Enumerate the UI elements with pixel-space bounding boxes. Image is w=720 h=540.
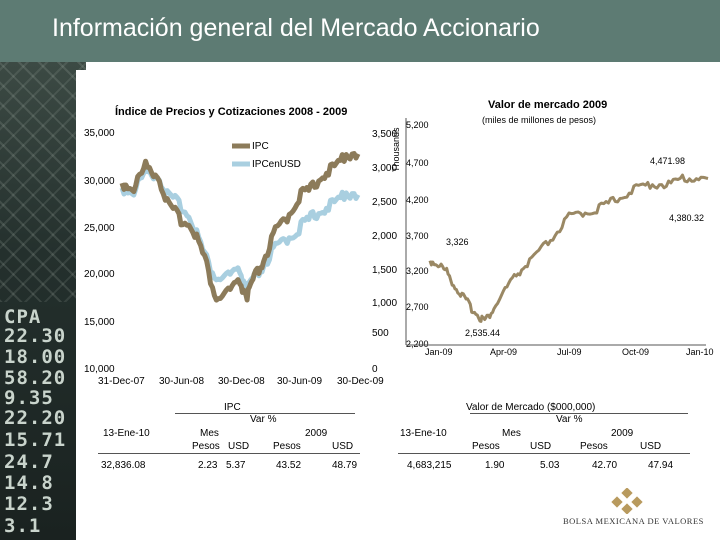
y-left-tick: 15,000 xyxy=(84,317,115,328)
mv-x-tick: Jul-09 xyxy=(557,347,582,357)
ipc-table-title: IPC xyxy=(224,402,241,413)
mv-value: 4,683,215 xyxy=(407,460,452,471)
mv-table-rule xyxy=(398,453,690,454)
ticker-text: 18.00 xyxy=(4,346,67,368)
ipc-cell: 2.23 xyxy=(198,460,218,471)
annotation-label: 3,326 xyxy=(446,237,469,247)
ipc-col-year: 2009 xyxy=(305,428,328,439)
mv-cell: 5.03 xyxy=(540,460,560,471)
mv-subcol: USD xyxy=(640,441,662,452)
ipc-subcol: Pesos xyxy=(192,441,220,452)
mv-y-tick: 3,700 xyxy=(406,231,429,241)
y-left-tick: 30,000 xyxy=(84,176,115,187)
mv-x-tick: Oct-09 xyxy=(622,347,650,357)
ipc-col-mes: Mes xyxy=(200,428,219,439)
mv-subcol: Pesos xyxy=(580,441,608,452)
mv-table-group: Var % xyxy=(556,414,583,425)
ticker-text: 14.8 xyxy=(4,472,54,494)
bmv-logo-icon xyxy=(611,488,643,514)
ticker-text: 22.30 xyxy=(4,325,67,347)
mv-cell: 1.90 xyxy=(485,460,505,471)
x-tick: 30-Dec-09 xyxy=(337,376,384,387)
ticker-text: 12.3 xyxy=(4,493,54,515)
mv-table-rule xyxy=(470,413,688,414)
ipc-subcol: USD xyxy=(332,441,354,452)
ipc-row-label: 13-Ene-10 xyxy=(103,428,150,439)
title-banner: Información general del Mercado Accionar… xyxy=(0,0,720,62)
mv-x-tick: Jan-09 xyxy=(425,347,453,357)
y-right-tick: 2,500 xyxy=(372,197,398,208)
y-right-tick: 500 xyxy=(372,328,389,339)
y-left-tick: 35,000 xyxy=(84,128,115,139)
bmv-logo-text: BOLSA MEXICANA DE VALORES xyxy=(563,516,704,526)
ipc-value: 32,836.08 xyxy=(101,460,146,471)
y-right-tick: 1,500 xyxy=(372,265,398,276)
annotation-label: 4,380.32 xyxy=(669,213,705,223)
market-value-title: Valor de mercado 2009 xyxy=(488,99,608,111)
mv-cell: 47.94 xyxy=(648,460,674,471)
ipc-subcol: USD xyxy=(228,441,250,452)
annotation-label: 2,535.44 xyxy=(465,328,501,338)
ticker-text: 22.20 xyxy=(4,407,67,429)
mv-y-tick: 2,700 xyxy=(406,302,429,312)
legend-ipcusd-label: IPCenUSD xyxy=(252,159,301,170)
ipc-table-group: Var % xyxy=(250,414,277,425)
mv-y-tick: 2,200 xyxy=(406,339,429,349)
ticker-text: 24.7 xyxy=(4,451,54,473)
mv-subcol: USD xyxy=(530,441,552,452)
market-value-subtitle: (miles de millones de pesos) xyxy=(482,115,597,125)
mv-y-tick: 4,700 xyxy=(406,158,429,168)
mv-table-title: Valor de Mercado ($000,000) xyxy=(466,402,596,413)
y-right-tick: 3,500 xyxy=(372,129,398,140)
x-tick: 30-Jun-09 xyxy=(277,376,323,387)
annotation-label: 4,471.98 xyxy=(650,156,686,166)
series-line-ipc xyxy=(119,151,361,303)
mv-col-mes: Mes xyxy=(502,428,521,439)
legend-ipc-label: IPC xyxy=(252,141,269,152)
mv-x-tick: Jan-10 xyxy=(686,347,714,357)
y-right-tick: 1,000 xyxy=(372,298,398,309)
mv-row-label: 13-Ene-10 xyxy=(400,428,447,439)
photo-grid-pattern xyxy=(0,62,86,302)
mv-y-tick: 5,200 xyxy=(406,120,429,130)
ticker-text: 3.1 xyxy=(4,515,42,537)
ipc-table-rule xyxy=(175,413,355,414)
y-right-tick: 3,000 xyxy=(372,163,398,174)
series-line-ipcusd xyxy=(119,163,361,296)
y-right-tick: 0 xyxy=(372,364,378,375)
mv-y-tick: 3,200 xyxy=(406,266,429,276)
y-left-tick: 10,000 xyxy=(84,364,115,375)
ipc-cell: 5.37 xyxy=(226,460,246,471)
x-tick: 30-Jun-08 xyxy=(159,376,205,387)
mv-subcol: Pesos xyxy=(472,441,500,452)
ipc-cell: 48.79 xyxy=(332,460,358,471)
ticker-text: CPA xyxy=(4,306,42,328)
mv-col-year: 2009 xyxy=(611,428,634,439)
ipc-subcol: Pesos xyxy=(273,441,301,452)
page-title: Información general del Mercado Accionar… xyxy=(52,14,540,42)
ticker-text: 58.20 xyxy=(4,367,67,389)
ticker-text: 15.71 xyxy=(4,429,67,451)
x-tick: 30-Dec-08 xyxy=(218,376,265,387)
mv-y-tick: 4,200 xyxy=(406,195,429,205)
mv-x-tick: Apr-09 xyxy=(490,347,518,357)
series-line-market-value xyxy=(428,173,709,323)
x-tick: 31-Dec-07 xyxy=(98,376,145,387)
ipc-cell: 43.52 xyxy=(276,460,302,471)
stock-board-photo: CPA 22.30 18.00 58.20 9.35 22.20 15.71 2… xyxy=(0,62,86,540)
ipc-chart-title: Índice de Precios y Cotizaciones 2008 - … xyxy=(115,106,348,118)
content-panel xyxy=(76,70,720,540)
ticker-text: 9.35 xyxy=(4,387,54,409)
y-right-tick: 2,000 xyxy=(372,231,398,242)
y-left-tick: 20,000 xyxy=(84,269,115,280)
y-left-tick: 25,000 xyxy=(84,223,115,234)
ipc-table-rule xyxy=(98,453,360,454)
mv-cell: 42.70 xyxy=(592,460,618,471)
